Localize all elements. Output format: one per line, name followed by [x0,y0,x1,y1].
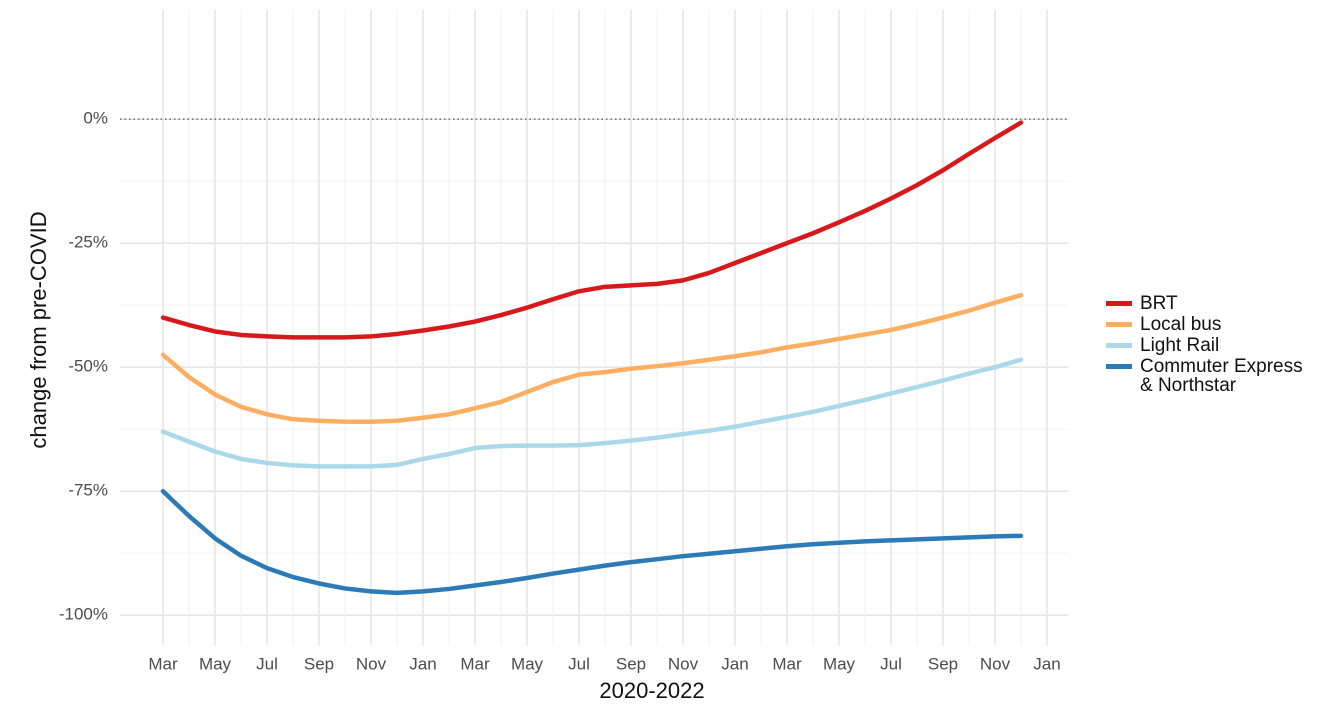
x-tick-label: Nov [668,654,699,673]
series-line [160,357,1024,469]
legend-swatch [1106,343,1132,348]
legend-swatch [1106,301,1132,306]
x-tick-label: Jan [721,654,748,673]
x-tick-label: Jan [1033,654,1060,673]
x-tick-label: Mar [772,654,802,673]
legend: BRT Local bus Light Rail Commuter Express &… [1106,294,1331,397]
legend-item: Light Rail [1106,336,1331,355]
legend-item: Local bus [1106,315,1331,334]
x-tick-label: Jul [880,654,902,673]
x-tick-label: Mar [148,654,178,673]
x-tick-label: Jan [409,654,436,673]
x-tick-label: May [511,654,544,673]
legend-label: Commuter Express & Northstar [1140,356,1303,396]
x-tick-label: Jul [568,654,590,673]
legend-label: BRT [1140,293,1178,314]
y-axis-label: change from pre-COVID [26,211,51,448]
y-tick-label: -100% [59,605,108,624]
y-tick-label: 0% [83,109,108,128]
legend-swatch [1106,364,1132,369]
grid [120,10,1068,645]
x-tick-label: Nov [980,654,1011,673]
x-tick-label: Nov [356,654,387,673]
x-tick-label: Sep [304,654,334,673]
series-line [160,293,1024,425]
y-tick-label: -50% [68,357,108,376]
series-line [160,120,1024,340]
x-tick-label: Mar [460,654,490,673]
x-tick-label: Jul [256,654,278,673]
legend-item: BRT [1106,294,1331,313]
x-tick-label: Sep [616,654,646,673]
x-tick-label: May [823,654,856,673]
legend-label: Local bus [1140,314,1222,335]
series-line [160,488,1024,596]
x-axis-label: 2020-2022 [599,678,704,703]
x-tick-label: May [199,654,232,673]
y-tick-label: -25% [68,233,108,252]
y-tick-label: -75% [68,481,108,500]
legend-label: Light Rail [1140,335,1220,356]
legend-item: Commuter Express & Northstar [1106,357,1331,395]
legend-swatch [1106,322,1132,327]
x-tick-label: Sep [928,654,958,673]
